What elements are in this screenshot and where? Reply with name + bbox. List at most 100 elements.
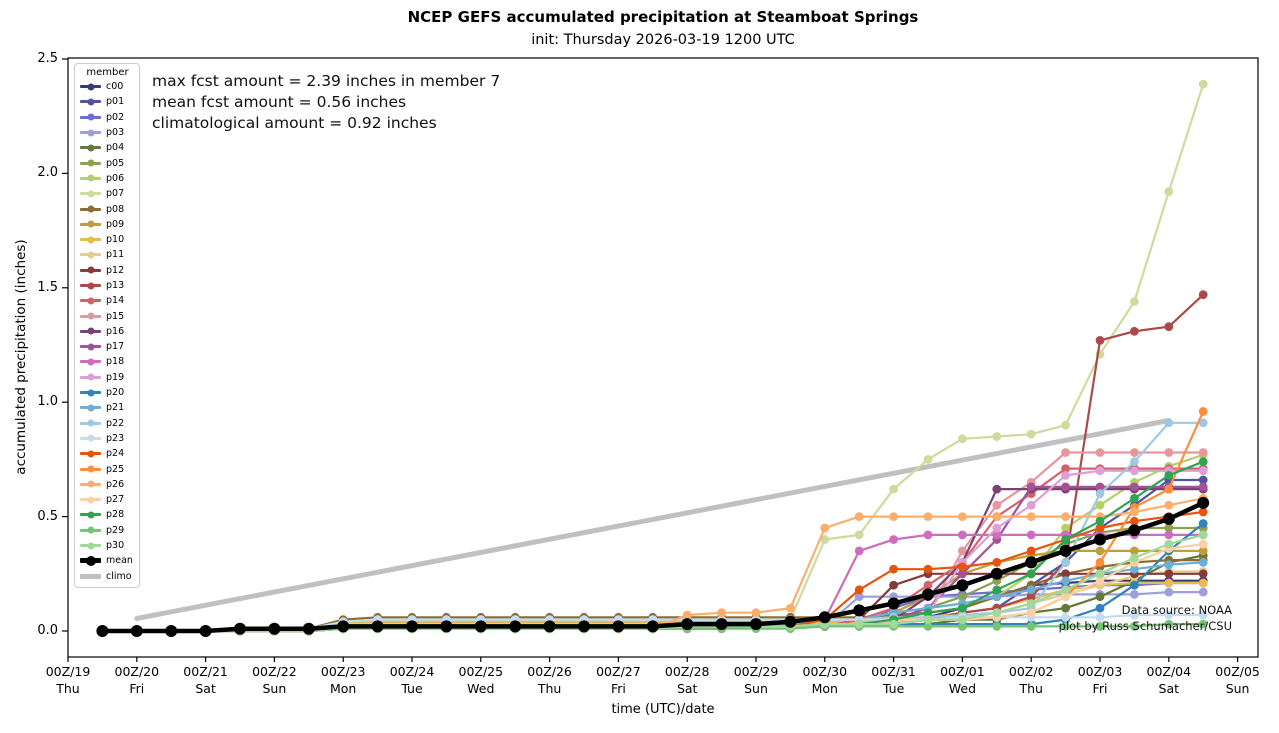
legend-label-p11: p11 xyxy=(106,249,125,261)
x-tick-label: 00Z/21 Sat xyxy=(183,664,228,696)
legend-item-p23: p23 xyxy=(80,431,135,446)
legend-marker-p27 xyxy=(87,496,94,504)
legend-label-p27: p27 xyxy=(106,494,125,506)
legend-swatch-c00 xyxy=(80,83,101,91)
legend-swatch-p26 xyxy=(80,480,101,488)
legend-item-p16: p16 xyxy=(80,324,135,339)
legend-swatch-p29 xyxy=(80,526,101,534)
annotation-mean: mean fcst amount = 0.56 inches xyxy=(152,93,407,111)
legend-swatch-p15 xyxy=(80,312,101,320)
legend-marker-p28 xyxy=(87,511,94,519)
legend-label-p13: p13 xyxy=(106,280,125,291)
legend-item-p24: p24 xyxy=(80,446,135,461)
legend-label-p20: p20 xyxy=(106,387,125,399)
legend-marker-p20 xyxy=(87,389,94,397)
legend-item-p02: p02 xyxy=(80,110,135,125)
legend-label-p24: p24 xyxy=(106,448,125,460)
legend-swatch-p24 xyxy=(80,450,101,458)
legend-item-p01: p01 xyxy=(80,94,135,109)
legend-item-p06: p06 xyxy=(80,171,135,186)
legend-swatch-p10 xyxy=(80,236,101,244)
y-tick-label: 2.5 xyxy=(37,51,58,66)
legend-item-p03: p03 xyxy=(80,125,135,140)
legend-swatch-p16 xyxy=(80,327,101,335)
legend-swatch-p30 xyxy=(80,542,101,550)
legend-item-p21: p21 xyxy=(80,400,135,415)
legend-swatch-p20 xyxy=(80,389,101,397)
legend-item-p08: p08 xyxy=(80,201,135,216)
legend-label-p03: p03 xyxy=(106,127,125,139)
legend-label-p19: p19 xyxy=(106,371,125,383)
legend-label-p06: p06 xyxy=(106,172,125,184)
legend-marker-p17 xyxy=(87,343,94,351)
legend-marker-p15 xyxy=(87,312,94,320)
legend-marker-p25 xyxy=(87,465,94,473)
y-tick-label: 0.0 xyxy=(37,623,58,638)
x-tick-label: 00Z/27 Fri xyxy=(596,664,641,696)
legend-swatch-p28 xyxy=(80,511,101,519)
legend-title: member xyxy=(86,67,129,78)
annotation-climo: climatological amount = 0.92 inches xyxy=(152,114,437,132)
legend-marker-p04 xyxy=(87,144,94,152)
x-tick-label: 00Z/02 Thu xyxy=(1008,664,1054,696)
legend-swatch-p23 xyxy=(80,434,101,442)
x-tick-label: 00Z/23 Mon xyxy=(320,664,366,696)
legend-label-p29: p29 xyxy=(106,524,125,536)
legend-label-p18: p18 xyxy=(106,356,125,368)
y-tick-label: 1.0 xyxy=(37,394,58,410)
legend-item-climo: climo xyxy=(80,569,135,584)
x-tick-label: 00Z/30 Mon xyxy=(802,664,848,696)
legend-marker-p18 xyxy=(87,358,94,366)
y-tick-label: 2.0 xyxy=(37,165,58,181)
legend-item-p26: p26 xyxy=(80,477,135,492)
legend-marker-p23 xyxy=(87,434,94,442)
legend-marker-mean xyxy=(85,555,96,566)
chart-title: NCEP GEFS accumulated precipitation at S… xyxy=(407,8,919,26)
axis-ticks xyxy=(62,58,1239,662)
legend-item-p15: p15 xyxy=(80,308,135,323)
legend-label-p04: p04 xyxy=(106,142,125,154)
legend-marker-p21 xyxy=(87,404,94,412)
legend-swatch-p09 xyxy=(80,220,101,228)
x-tick-label: 00Z/29 Sun xyxy=(733,664,779,696)
legend-swatch-p08 xyxy=(80,205,101,213)
legend-label-p09: p09 xyxy=(106,218,125,230)
x-tick-label: 00Z/03 Fri xyxy=(1077,664,1123,696)
credit-data-source: Data source: NOAA xyxy=(1121,603,1232,617)
legend-swatch-p05 xyxy=(80,159,101,167)
annotation-max: max fcst amount = 2.39 inches in member … xyxy=(152,72,501,90)
legend-marker-p22 xyxy=(87,419,94,427)
legend-label-p21: p21 xyxy=(106,402,125,414)
legend-item-p29: p29 xyxy=(80,523,135,538)
x-tick-label: 00Z/01 Wed xyxy=(940,664,985,696)
annotation-block: max fcst amount = 2.39 inches in member … xyxy=(152,71,500,134)
legend-label-p22: p22 xyxy=(106,417,125,429)
legend-item-p22: p22 xyxy=(80,416,135,431)
legend-label-p30: p30 xyxy=(106,540,125,552)
legend-marker-p13 xyxy=(87,282,94,289)
legend-label-p16: p16 xyxy=(106,325,125,337)
legend-swatch-p02 xyxy=(80,113,101,121)
legend-label-mean: mean xyxy=(106,555,133,567)
series-p07 xyxy=(98,79,1208,636)
legend-swatch-p22 xyxy=(80,419,101,427)
legend-label-p10: p10 xyxy=(106,234,125,246)
legend-label-p15: p15 xyxy=(106,310,125,322)
legend-marker-p03 xyxy=(87,129,94,137)
legend-swatch-p18 xyxy=(80,358,101,366)
legend-label-p02: p02 xyxy=(106,111,125,123)
legend-swatch-mean xyxy=(80,555,101,566)
legend-swatch-p19 xyxy=(80,373,101,381)
legend-label-p17: p17 xyxy=(106,341,125,353)
legend-item-p25: p25 xyxy=(80,461,135,476)
legend-item-p10: p10 xyxy=(80,232,135,247)
legend-marker-p01 xyxy=(87,98,94,106)
legend-marker-p08 xyxy=(87,205,94,213)
x-tick-label: 00Z/24 Tue xyxy=(389,664,435,696)
legend-label-p26: p26 xyxy=(106,478,125,490)
legend-item-p14: p14 xyxy=(80,293,135,308)
x-tick-label: 00Z/22 Sun xyxy=(252,664,297,696)
legend-marker-p12 xyxy=(87,266,94,274)
